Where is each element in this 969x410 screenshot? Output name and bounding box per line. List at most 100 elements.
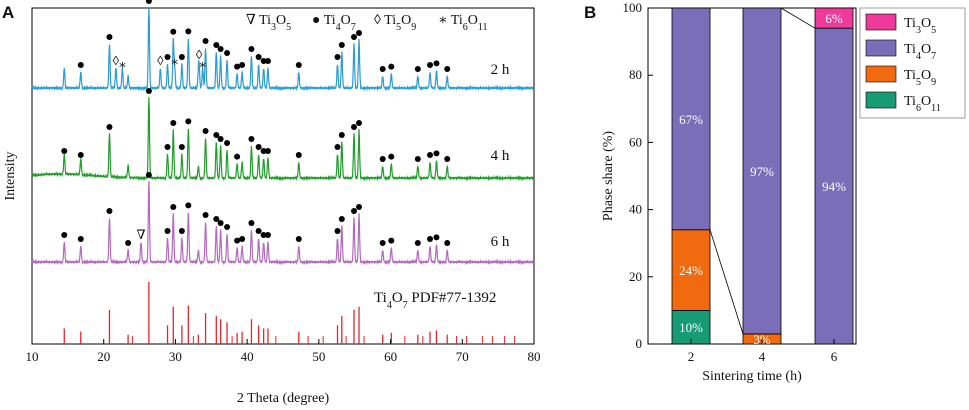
ti4o7-peak-dot xyxy=(213,42,220,48)
ti6o11-peak-star: ∗ xyxy=(170,54,179,69)
y-tick-label: 40 xyxy=(629,202,642,217)
ti4o7-peak-dot xyxy=(224,140,231,146)
ti4o7-peak-dot xyxy=(334,144,341,150)
ti4o7-peak-dot xyxy=(145,88,152,94)
ti4o7-peak-dot xyxy=(414,66,421,72)
legend-swatch xyxy=(865,39,897,57)
x-tick-label: 4 xyxy=(759,349,766,364)
bar-segment-Ti4O7 xyxy=(814,27,854,345)
ti4o7-peak-dot xyxy=(202,212,209,218)
ti4o7-peak-dot xyxy=(255,54,262,60)
ti4o7-peak-dot xyxy=(185,202,192,209)
ti4o7-peak-dot xyxy=(178,144,185,150)
xrd-trace-4h xyxy=(31,97,535,182)
bar-label-Ti5O9: 24% xyxy=(679,263,703,278)
bar-segment-Ti4O7 xyxy=(671,7,711,231)
x-tick-label: 50 xyxy=(312,349,325,364)
ti4o7-peak-dot xyxy=(125,240,132,246)
panel-a-xrd-chart: A ◊ ◊ ◊∗ ∗ ∗∇ 10 20 30 40 50 60 70 80 ∇ Ti3O5 ● Ti4O… xyxy=(2,0,541,406)
ti4o7-peak-dot xyxy=(338,132,345,138)
legend-label: Ti5O9 xyxy=(904,68,936,88)
panel-a-y-axis-title: Intensity xyxy=(3,152,18,201)
panel-b-x-ticks: 2 4 6 xyxy=(688,339,838,364)
ti4o7-peak-dot xyxy=(217,136,224,142)
ti4o7-peak-dot xyxy=(164,228,171,234)
ti4o7-peak-dot xyxy=(224,50,231,56)
panel-b-y-ticks: 0 20 40 60 80 100 xyxy=(623,0,653,351)
xrd-trace-2h xyxy=(31,7,535,92)
legend-label: Ti3O5 xyxy=(904,16,936,36)
panel-a-letter: A xyxy=(2,3,14,22)
ti5o9-peak-diamond: ◊ xyxy=(157,53,164,68)
ti4o7-peak-dot xyxy=(213,132,220,138)
legend-swatch xyxy=(865,91,897,109)
ti4o7-peak-dot xyxy=(427,62,434,68)
ti4o7-peak-dot xyxy=(178,228,185,234)
ti4o7-peak-dot xyxy=(255,228,262,234)
x-tick-label: 10 xyxy=(26,349,39,364)
ti4o7-peak-dot xyxy=(77,236,84,242)
ti4o7-peak-dot xyxy=(264,58,271,64)
xrd-trace-6h xyxy=(31,181,535,266)
ti4o7-peak-dot xyxy=(77,152,84,158)
ti4o7-peak-dot xyxy=(414,240,421,246)
bar-label-Ti4O7: 97% xyxy=(750,164,774,179)
ti4o7-peak-dot xyxy=(414,156,421,162)
ti4o7-peak-dot xyxy=(350,124,357,130)
ti4o7-peak-dot xyxy=(295,152,302,158)
ti4o7-peak-dot xyxy=(170,28,177,35)
ti4o7-peak-dot xyxy=(433,150,440,157)
ti4o7-peak-dot xyxy=(202,128,209,134)
ti5o9-peak-diamond: ◊ xyxy=(196,47,203,62)
ti4o7-peak-dot xyxy=(433,60,440,67)
ti4o7-peak-dot xyxy=(234,237,241,244)
bar-segment-Ti6O11 xyxy=(671,309,711,345)
ti4o7-peak-dot xyxy=(350,208,357,214)
ti4o7-peak-dot xyxy=(444,66,451,72)
ti4o7-peak-dot xyxy=(350,34,357,40)
ti4o7-peak-dot xyxy=(334,228,341,234)
y-tick-label: 20 xyxy=(629,269,642,284)
ti4o7-peak-dot xyxy=(388,63,395,70)
ti4o7-peak-dot xyxy=(106,124,113,130)
ti4o7-peak-dot xyxy=(338,216,345,222)
connector-line xyxy=(709,229,744,335)
legend-label: Ti4O7 xyxy=(904,42,936,62)
legend-swatch xyxy=(865,13,897,31)
ti4o7-peak-dot xyxy=(239,236,246,242)
ti4o7-peak-dot xyxy=(239,62,246,68)
trace-label-2h: 2 h xyxy=(491,62,510,78)
ti4o7-peak-dot xyxy=(217,46,224,52)
ti4o7-peak-dot xyxy=(106,34,113,40)
ti4o7-peak-dot xyxy=(334,54,341,60)
ti4o7-peak-dot xyxy=(260,232,267,238)
x-tick-label: 80 xyxy=(528,349,541,364)
panel-b-y-axis-title: Phase share (%) xyxy=(601,131,616,222)
trace-labels: 2 h 4 h 6 h Ti4O7 PDF#77-1392 xyxy=(374,62,510,311)
ti4o7-peak-dot xyxy=(379,240,386,246)
y-tick-label: 80 xyxy=(629,67,642,82)
phase-symbol-legend-item: ∇ Ti3O5 xyxy=(246,13,291,33)
ti4o7-peak-dot xyxy=(388,237,395,244)
panel-b-x-axis-title: Sintering time (h) xyxy=(702,369,802,384)
panel-a-plot-frame xyxy=(31,7,535,345)
ti4o7-peak-dot xyxy=(185,118,192,125)
ti4o7-peak-dot xyxy=(170,120,177,126)
ti4o7-peak-dot xyxy=(338,42,345,48)
bar-segment-Ti5O9 xyxy=(671,229,711,311)
x-tick-label: 40 xyxy=(241,349,254,364)
ti4o7-peak-dot xyxy=(260,148,267,154)
ti4o7-peak-dot xyxy=(106,208,113,214)
ti4o7-peak-dot xyxy=(164,144,171,150)
ti4o7-peak-dot xyxy=(356,120,363,126)
phase-legend: Ti3O5 Ti4O7 Ti5O9 Ti6O11 xyxy=(859,7,966,119)
xrd-peak-markers: ◊ ◊ ◊∗ ∗ ∗∇ xyxy=(61,0,451,246)
ti4o7-peak-dot xyxy=(388,153,395,160)
ti4o7-peak-dot xyxy=(433,234,440,241)
xrd-traces xyxy=(31,7,535,344)
trace-label-6h: 6 h xyxy=(491,234,510,250)
x-tick-label: 20 xyxy=(97,349,110,364)
ti4o7-peak-dot xyxy=(234,63,241,70)
